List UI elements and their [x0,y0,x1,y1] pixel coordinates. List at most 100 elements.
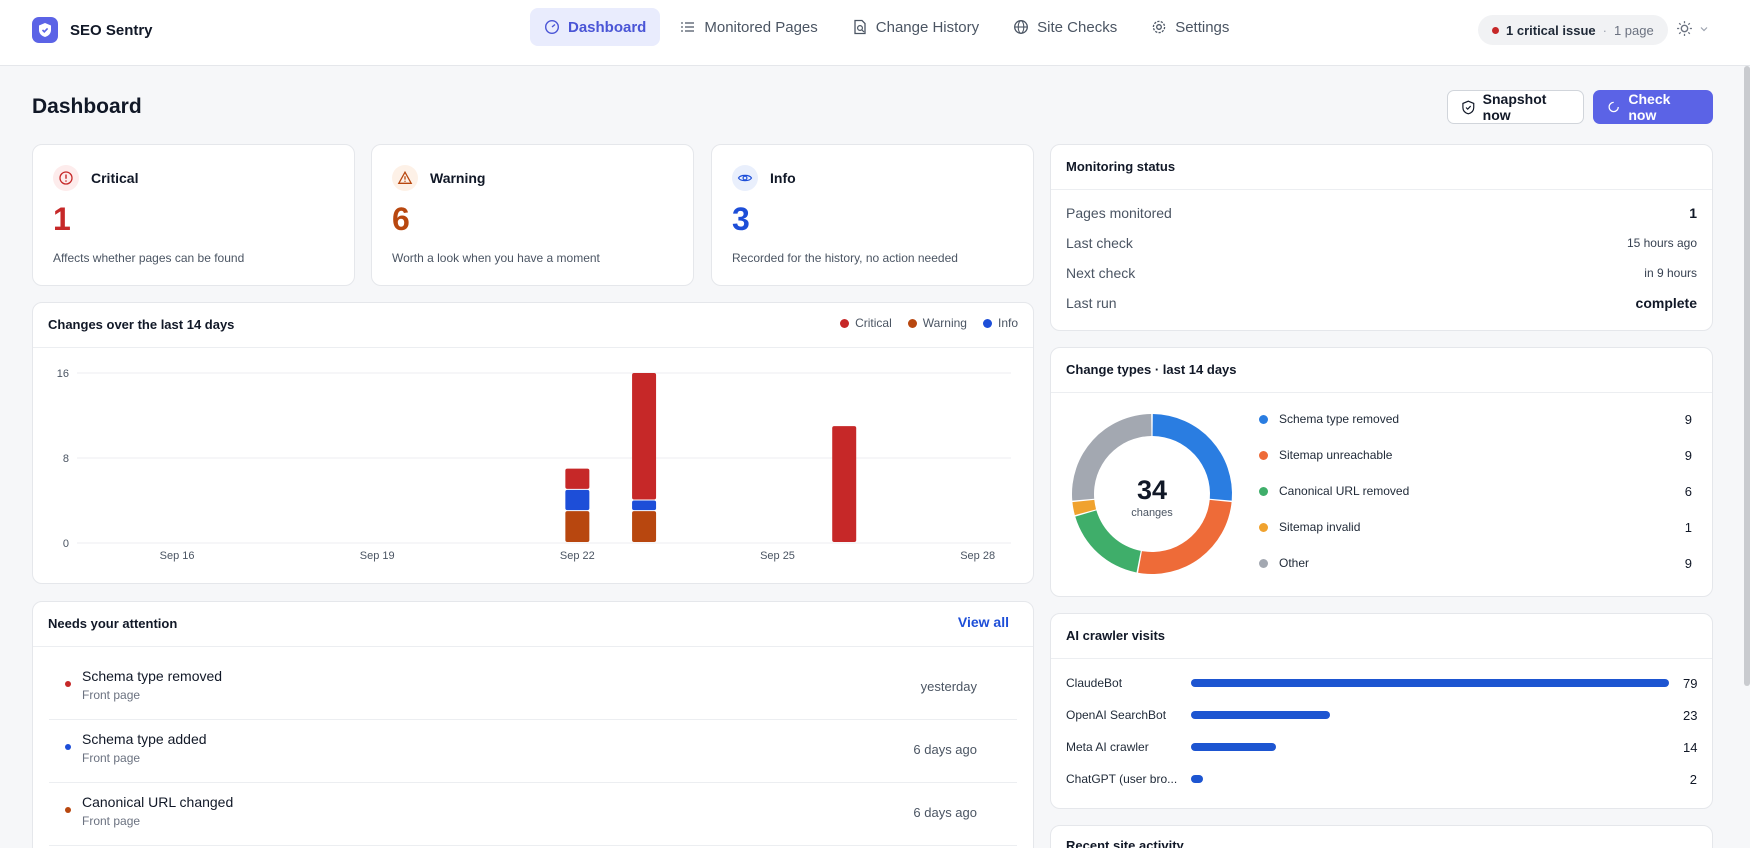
item-page: Front page [82,751,141,765]
critical-card[interactable]: Critical 1 Affects whether pages can be … [32,144,355,286]
divider [1051,189,1712,190]
nav-change-history-label: Change History [875,18,980,36]
y-tick-label: 8 [63,453,69,465]
crawler-name: Meta AI crawler [1066,740,1149,754]
pill-separator: · [1602,22,1607,38]
stat-value: complete [1635,295,1697,311]
x-tick-label: Sep 28 [960,550,995,562]
x-tick-label: Sep 19 [360,550,395,562]
crawler-name: ClaudeBot [1066,676,1123,690]
bar-segment-critical[interactable] [632,373,657,500]
warning-card[interactable]: Warning 6 Worth a look when you have a m… [371,144,694,286]
critical-label: Critical [91,170,139,186]
nav-monitored-pages-label: Monitored Pages [704,18,818,36]
attention-card: Needs your attention View all Schema typ… [32,601,1034,848]
donut-slice[interactable] [1075,510,1141,573]
bar-segment-critical[interactable] [832,426,857,542]
donut-slice[interactable] [1072,414,1152,501]
info-label: Info [770,170,796,186]
crawler-name: OpenAI SearchBot [1066,708,1167,722]
theme-toggle[interactable] [1676,20,1709,37]
legend-row: Canonical URL removed 6 [1259,482,1692,500]
item-page: Front page [82,814,141,828]
shield-logo-icon [32,17,58,43]
stat-label: Pages monitored [1066,205,1172,221]
nav-monitored-pages[interactable]: Monitored Pages [666,8,831,46]
view-all-link[interactable]: View all [957,614,1009,630]
item-time: 6 days ago [913,805,977,820]
attention-item[interactable]: Schema type added Front page 6 days ago [49,720,1017,783]
stat-pages-monitored: Pages monitored 1 [1066,205,1697,221]
monitoring-status-title: Monitoring status [1066,159,1176,174]
check-now-label: Check now [1628,91,1671,123]
stat-last-run: Last run complete [1066,295,1697,311]
bar-segment-critical[interactable] [565,468,590,489]
refresh-icon [1608,101,1619,113]
nav-dashboard[interactable]: Dashboard [530,8,661,46]
bar-segment-warning[interactable] [565,511,590,542]
legend-row: Sitemap invalid 1 [1259,518,1692,536]
crawler-row: ChatGPT (user bro... 2 [1066,770,1697,788]
crawler-bar [1191,679,1669,687]
item-title: Canonical URL changed [82,794,234,810]
legend-warning: Warning [907,316,967,330]
monitoring-status-card: Monitoring status Pages monitored 1 Last… [1050,144,1713,331]
top-bar: SEO Sentry Dashboard Monitored Pages Cha… [0,0,1750,66]
bar-segment-info[interactable] [632,500,657,511]
legend-critical: Critical [840,316,892,330]
brand[interactable]: SEO Sentry [32,17,153,43]
info-card[interactable]: Info 3 Recorded for the history, no acti… [711,144,1034,286]
bar-segment-warning[interactable] [632,511,657,542]
critical-issue-pill[interactable]: 1 critical issue · 1 page [1478,15,1668,45]
donut-slice[interactable] [1138,499,1232,574]
critical-description: Affects whether pages can be found [53,251,245,265]
donut-slice[interactable] [1152,414,1232,501]
issue-count-text: 1 critical issue [1506,22,1596,38]
nav-change-history[interactable]: Change History [838,8,993,46]
change-types-donut: 34 changes [1072,414,1232,574]
eye-icon [732,165,758,191]
severity-dot [65,807,71,813]
stat-value: in 9 hours [1644,266,1697,280]
attention-item[interactable]: Schema type removed Front page yesterday [49,657,1017,720]
divider [1051,392,1712,393]
changes-bar-chart: 0 8 16 Sep 16 Sep 19 Sep 22 Sep 25 Sep 28 [57,368,1011,562]
snapshot-now-button[interactable]: Snapshot now [1447,90,1584,124]
stat-label: Last run [1066,295,1117,311]
gauge-icon [544,19,560,35]
info-description: Recorded for the history, no action need… [732,251,958,265]
item-time: 6 days ago [913,742,977,757]
sun-icon [1677,21,1692,36]
nav-site-checks-label: Site Checks [1037,18,1118,36]
nav-settings[interactable]: Settings [1137,8,1243,46]
list-icon [681,22,695,32]
info-header: Info [732,165,796,191]
x-tick-label: Sep 25 [760,550,795,562]
item-page: Front page [82,688,141,702]
stat-label: Next check [1066,265,1136,281]
warning-count: 6 [392,201,410,237]
app-name: SEO Sentry [70,21,153,39]
bar-segment-info[interactable] [565,489,590,511]
ai-crawler-card: AI crawler visits ClaudeBot 79 OpenAI Se… [1050,613,1713,809]
stat-value: 15 hours ago [1626,236,1697,250]
changes-chart-title: Changes over the last 14 days [48,317,235,332]
alert-circle-icon [53,165,79,191]
check-now-button[interactable]: Check now [1593,90,1713,124]
divider [33,347,1033,348]
snapshot-now-label: Snapshot now [1482,91,1547,123]
globe-icon [1014,20,1029,34]
attention-item[interactable]: Canonical URL changed Front page 6 days … [49,783,1017,846]
change-types-card: Change types · last 14 days 34 changes S… [1050,347,1713,597]
crawler-row: ClaudeBot 79 [1066,674,1697,692]
scrollbar[interactable] [1744,66,1750,686]
page-count-text: 1 page [1613,22,1654,38]
ai-crawler-title: AI crawler visits [1066,628,1165,643]
nav-site-checks[interactable]: Site Checks [999,8,1131,46]
warning-header: Warning [392,165,485,191]
stat-next-check: Next check in 9 hours [1066,265,1697,281]
donut-slice[interactable] [1072,499,1097,516]
item-title: Schema type removed [82,668,223,684]
change-types-title: Change types · last 14 days [1066,362,1237,377]
legend-row: Other 9 [1259,554,1692,572]
